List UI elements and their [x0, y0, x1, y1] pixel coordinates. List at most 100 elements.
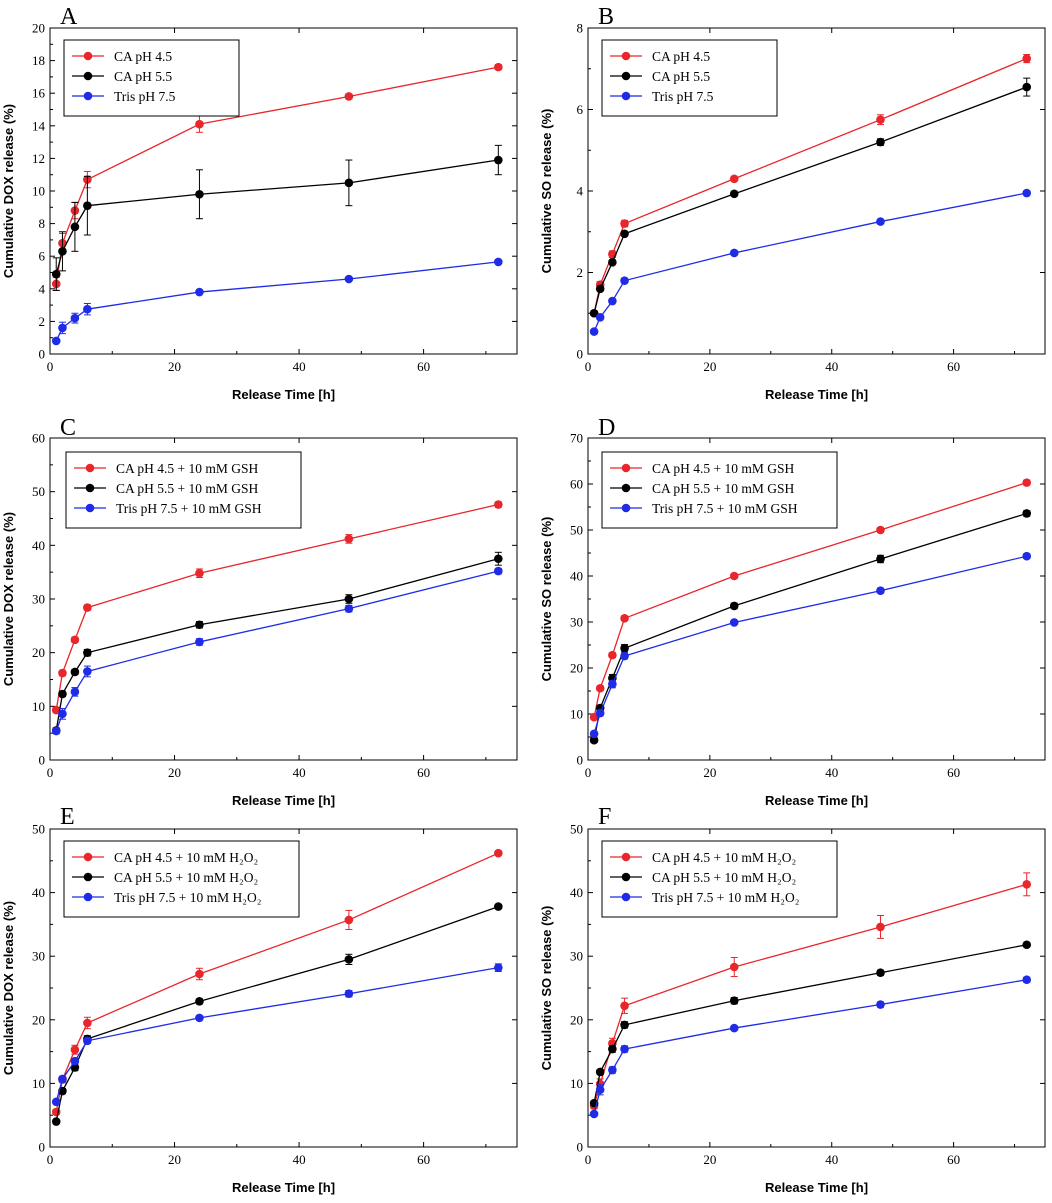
series-line [55, 967, 499, 1103]
data-point [589, 729, 599, 739]
data-point [608, 650, 617, 660]
data-point [70, 1056, 80, 1066]
y-tick-label: 50 [570, 523, 583, 538]
legend-marker [83, 852, 93, 862]
series-line [55, 570, 499, 732]
data-point [83, 201, 92, 210]
y-tick-label: 30 [32, 949, 45, 964]
data-point [58, 668, 67, 678]
y-axis-label: Cumulative DOX release (%) [1, 104, 16, 278]
data-point [595, 284, 605, 294]
data-point [344, 594, 354, 604]
y-tick-label: 8 [39, 216, 46, 231]
x-tick-label: 40 [293, 1152, 306, 1167]
y-tick-label: 50 [570, 822, 583, 837]
y-tick-label: 20 [32, 1012, 45, 1027]
legend-marker [85, 483, 95, 493]
series-0 [589, 478, 1032, 722]
y-tick-label: 20 [32, 645, 45, 660]
data-point [620, 1044, 629, 1054]
y-tick-label: 12 [32, 151, 45, 166]
data-point [70, 687, 80, 697]
y-axis-label: Cumulative DOX release (%) [1, 901, 16, 1075]
data-point [1022, 188, 1032, 198]
legend-marker [621, 892, 631, 902]
data-point [589, 327, 599, 336]
data-point [876, 137, 885, 147]
data-point [70, 222, 80, 232]
data-point [70, 667, 80, 677]
legend-label: CA pH 5.5 + 10 mM GSH [652, 481, 795, 496]
data-point [595, 708, 605, 718]
x-tick-label: 20 [168, 765, 181, 780]
series-2 [51, 566, 503, 736]
y-tick-label: 30 [32, 592, 45, 607]
data-point [608, 1044, 617, 1054]
data-point [58, 709, 67, 719]
data-point [494, 566, 503, 576]
x-tick-label: 20 [703, 765, 716, 780]
y-tick-label: 4 [39, 281, 46, 296]
y-tick-label: 10 [570, 1076, 583, 1091]
data-point [58, 689, 67, 699]
x-axis-label: Release Time [h] [765, 387, 868, 402]
y-axis-label: Cumulative DOX release (%) [1, 512, 16, 686]
data-point [876, 968, 885, 978]
series-1 [589, 509, 1032, 745]
data-point [876, 922, 885, 932]
data-point [83, 304, 92, 314]
data-point [494, 963, 503, 972]
legend-label: Tris pH 7.5 + 10 mM H₂O₂ [114, 890, 261, 905]
data-point [70, 313, 80, 323]
data-point [1022, 54, 1032, 63]
y-tick-label: 6 [577, 102, 584, 117]
data-point [494, 155, 503, 165]
x-tick-label: 60 [947, 765, 960, 780]
chart-panel-a: A 0 2 4 6 8 10 12 14 16 18 20 0 20 40 60 Release Time [h… [1, 4, 518, 402]
y-tick-label: 18 [32, 53, 45, 68]
chart-panel-b: B 0 2 4 6 8 0 20 40 60 Release Time [h] Cumulative … [539, 4, 1046, 402]
data-point [344, 604, 354, 613]
legend-label: CA pH 4.5 + 10 mM GSH [652, 461, 795, 476]
data-point [195, 568, 204, 578]
series-2 [51, 963, 503, 1107]
data-point [729, 1023, 739, 1033]
panel-letter: B [598, 4, 614, 30]
x-tick-label: 0 [585, 765, 592, 780]
y-tick-label: 40 [32, 538, 45, 553]
legend-box [601, 39, 778, 117]
data-point [51, 336, 61, 346]
data-point [1022, 551, 1032, 561]
legend-marker [621, 91, 631, 101]
data-point [620, 276, 629, 285]
data-point [51, 1097, 61, 1107]
x-tick-label: 0 [47, 765, 54, 780]
data-point [1022, 82, 1032, 92]
y-tick-label: 0 [577, 347, 584, 362]
legend-marker [85, 503, 95, 513]
data-point [494, 500, 503, 509]
data-point [595, 1085, 605, 1095]
series-1 [51, 902, 503, 1126]
data-point [608, 296, 617, 306]
series-2 [589, 975, 1032, 1119]
panel-letter: D [598, 415, 615, 441]
data-point [620, 219, 629, 228]
x-tick-label: 40 [293, 765, 306, 780]
legend-marker [83, 71, 93, 81]
y-axis-label: Cumulative SO release (%) [539, 517, 554, 682]
y-tick-label: 40 [570, 885, 583, 900]
data-point [494, 554, 503, 564]
legend-label: CA pH 4.5 + 10 mM H₂O₂ [652, 850, 796, 865]
y-tick-label: 10 [32, 184, 45, 199]
data-point [608, 1065, 617, 1075]
legend-box [63, 840, 300, 918]
legend-marker [621, 852, 631, 862]
data-point [83, 603, 92, 612]
series-line [55, 159, 499, 275]
data-point [876, 217, 885, 226]
data-point [51, 269, 61, 279]
y-tick-label: 16 [32, 86, 46, 101]
legend: CA pH 4.5 CA pH 5.5 Tris pH 7.5 [63, 39, 240, 117]
legend-label: CA pH 4.5 [652, 49, 710, 64]
